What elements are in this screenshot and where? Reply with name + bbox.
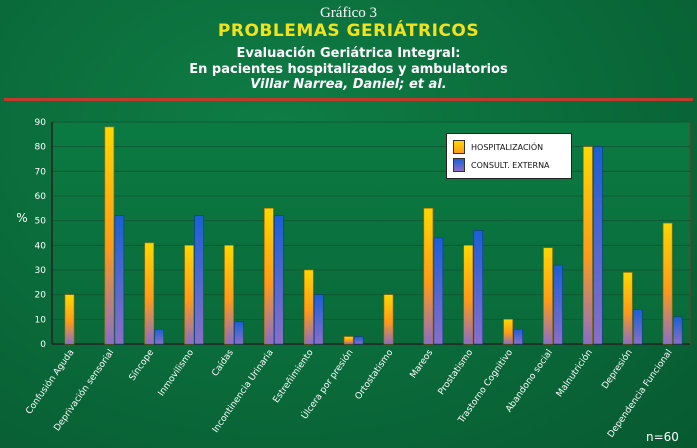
bar-consulta-externa: [234, 321, 244, 345]
header-divider: [4, 98, 693, 101]
bar-hospitalizacion: [264, 208, 274, 345]
y-tick-label: 90: [35, 118, 47, 128]
bar-hospitalizacion: [303, 269, 314, 345]
legend: HOSPITALIZACIÓN CONSULT. EXTERNA: [446, 133, 572, 179]
author-line: Villar Narrea, Daniel; et al.: [250, 77, 447, 92]
y-tick-label: 70: [35, 167, 47, 177]
bar-hospitalizacion: [144, 242, 155, 345]
bar-consulta-externa: [433, 237, 444, 345]
y-tick-label: 20: [35, 291, 47, 301]
bar-hospitalizacion: [503, 319, 513, 345]
subtitle-line-2: En pacientes hospitalizados y ambulatori…: [189, 62, 508, 77]
bar-consulta-externa: [313, 294, 324, 345]
legend-swatch-hospitalizacion: [453, 140, 465, 154]
legend-item-hospitalizacion: HOSPITALIZACIÓN: [453, 140, 543, 154]
bar-hospitalizacion: [583, 146, 593, 345]
bar-hospitalizacion: [543, 247, 553, 345]
legend-swatch-consulta: [453, 158, 465, 172]
y-tick-label: 80: [35, 143, 47, 153]
x-tick-label: Estreñimiento: [272, 348, 316, 405]
bar-hospitalizacion: [224, 245, 234, 345]
bar-consulta-externa: [274, 215, 284, 345]
legend-label-consulta: CONSULT. EXTERNA: [471, 160, 550, 170]
bar-consulta-externa: [194, 215, 204, 345]
legend-item-consulta: CONSULT. EXTERNA: [453, 158, 550, 172]
bar-hospitalizacion: [184, 245, 194, 345]
bar-consulta-externa: [114, 215, 125, 345]
x-tick-label: Ortostatismo: [354, 348, 396, 402]
x-tick-label: Inmovilismo: [157, 348, 197, 399]
y-tick-label: 30: [35, 266, 47, 276]
bar-hospitalizacion: [343, 336, 354, 345]
y-tick-label: 60: [35, 192, 47, 202]
x-tick-label: Malnutrición: [554, 347, 595, 399]
y-axis-label: %: [16, 211, 27, 225]
y-tick-label: 10: [35, 315, 47, 325]
y-tick-label: 40: [35, 241, 47, 251]
bar-consulta-externa: [672, 316, 683, 345]
bar-hospitalizacion: [383, 294, 394, 345]
legend-label-hospitalizacion: HOSPITALIZACIÓN: [471, 142, 544, 152]
y-tick-label: 0: [40, 340, 46, 350]
bar-consulta-externa: [593, 146, 603, 345]
bar-consulta-externa: [513, 328, 523, 345]
sample-size-note: n=60: [646, 430, 679, 444]
x-tick-label: Mareos: [408, 348, 435, 381]
subtitle-line-1: Evaluación Geriátrica Integral:: [236, 46, 461, 61]
bar-hospitalizacion: [463, 245, 474, 345]
x-tick-label: Prostatismo: [437, 348, 476, 398]
bar-consulta-externa: [353, 336, 364, 345]
x-tick-label: Caídas: [210, 348, 236, 379]
bar-consulta-externa: [154, 328, 165, 345]
chart-title: PROBLEMAS GERIÁTRICOS: [217, 21, 480, 41]
bar-hospitalizacion: [104, 126, 115, 345]
bar-hospitalizacion: [64, 294, 75, 345]
bar-hospitalizacion: [662, 222, 673, 345]
x-tick-label: Depresión: [600, 347, 635, 391]
figure-label: Gráfico 3: [319, 5, 378, 21]
x-tick-label: Síncope: [128, 348, 157, 383]
y-tick-label: 50: [35, 217, 47, 227]
bar-consulta-externa: [632, 309, 643, 345]
bar-hospitalizacion: [622, 272, 633, 345]
bar-consulta-externa: [473, 230, 484, 345]
bar-consulta-externa: [553, 264, 563, 345]
bar-hospitalizacion: [423, 208, 434, 345]
